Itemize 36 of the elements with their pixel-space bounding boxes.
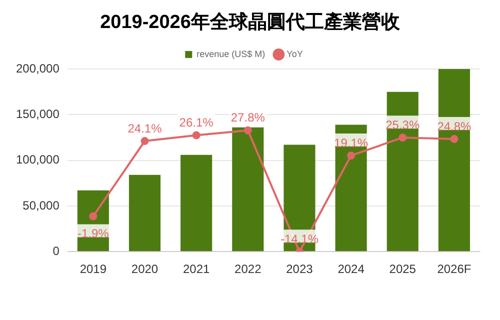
legend-label: revenue (US$ M) <box>196 48 266 59</box>
x-tick-label: 2025 <box>389 262 416 276</box>
y-tick-label: 100,000 <box>16 152 60 167</box>
x-tick-label: 2021 <box>182 262 210 276</box>
bar <box>180 154 212 252</box>
x-tick-label: 2020 <box>131 262 158 276</box>
legend-label: YoY <box>286 48 303 59</box>
y-tick-label: 150,000 <box>16 106 60 121</box>
point <box>192 131 200 140</box>
y-tick-label: 0 <box>52 244 60 258</box>
data-label: 27.8% <box>230 110 266 125</box>
y-tick-label: 50,000 <box>22 198 60 212</box>
bar <box>386 92 418 252</box>
data-label: 19.1% <box>334 136 368 150</box>
point <box>347 152 356 160</box>
data-label: 24.1% <box>128 121 162 136</box>
bar <box>128 174 161 252</box>
x-tick-label: 2022 <box>234 262 262 276</box>
chart-title: 2019-2026年全球晶圓代工產業營收 <box>99 11 401 35</box>
x-tick-label: 2019 <box>80 262 107 276</box>
point <box>140 137 149 146</box>
bar <box>438 69 470 252</box>
point <box>398 134 407 142</box>
x-tick-label: 2023 <box>286 262 314 276</box>
data-label: 25.3% <box>386 118 420 132</box>
bar <box>232 127 264 252</box>
point <box>244 126 252 134</box>
x-tick-label: 2024 <box>338 262 365 276</box>
x-tick-label: 2026F <box>437 262 472 276</box>
data-label: 24.8% <box>437 119 472 134</box>
point <box>450 135 458 144</box>
y-tick-label: 200,000 <box>16 61 60 76</box>
data-label: 26.1% <box>179 116 214 130</box>
data-label: -1.9% <box>77 226 110 241</box>
point <box>89 212 98 220</box>
data-label: -14.1% <box>280 232 319 246</box>
